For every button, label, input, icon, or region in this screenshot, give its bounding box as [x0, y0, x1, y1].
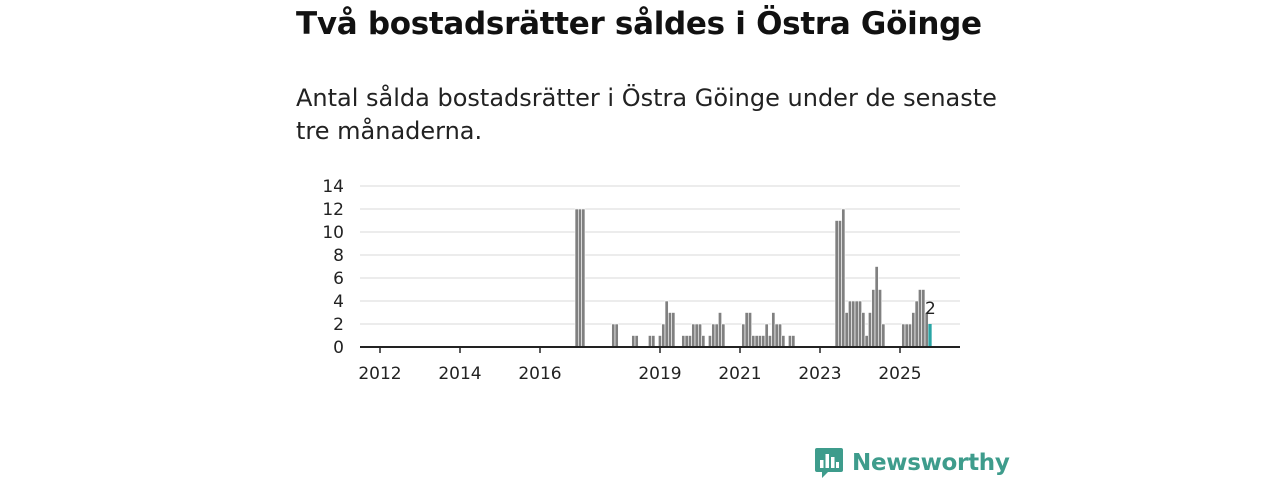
bar — [901, 323, 906, 348]
chart-title: Två bostadsrätter såldes i Östra Göinge — [296, 6, 982, 42]
bar — [648, 335, 652, 348]
bar — [918, 289, 922, 348]
bar — [578, 208, 582, 348]
newsworthy-logo: Newsworthy — [814, 446, 1010, 480]
annotations: 2 — [925, 299, 936, 319]
x-axis-ticks: 2012 2014 2016 2019 2021 2023 2025 — [358, 347, 922, 384]
bar — [744, 312, 749, 348]
bar — [611, 323, 616, 348]
bar — [904, 323, 909, 348]
bar — [701, 335, 706, 348]
last-value-label: 2 — [925, 299, 936, 319]
bar — [681, 335, 686, 348]
bar — [774, 323, 779, 348]
x-tick-label: 2016 — [518, 364, 561, 384]
bar — [634, 335, 639, 348]
bar — [651, 335, 656, 348]
bar — [708, 335, 712, 348]
x-tick-label: 2019 — [638, 364, 681, 384]
bar — [851, 300, 856, 348]
bar — [861, 312, 866, 348]
gridlines — [360, 185, 960, 325]
bar — [758, 335, 762, 348]
bar — [574, 208, 579, 348]
bar — [858, 300, 862, 348]
bar — [864, 335, 869, 348]
bar — [711, 323, 716, 348]
bar — [684, 335, 689, 348]
bar — [781, 335, 786, 348]
bar — [664, 300, 669, 348]
bar — [854, 300, 859, 348]
y-tick-label: 14 — [322, 177, 344, 197]
bar — [694, 323, 699, 348]
bar — [911, 312, 916, 348]
bar — [841, 208, 846, 348]
bar — [848, 300, 852, 348]
bar — [631, 335, 636, 348]
bar — [661, 323, 666, 348]
bar — [914, 300, 919, 348]
x-tick-label: 2025 — [878, 364, 921, 384]
y-tick-label: 0 — [333, 338, 344, 358]
bar — [668, 312, 672, 348]
x-tick-label: 2023 — [798, 364, 841, 384]
bar — [791, 335, 796, 348]
bar — [838, 220, 842, 348]
bar — [771, 312, 776, 348]
x-tick-label: 2012 — [358, 364, 401, 384]
y-axis-ticks: 0 2 4 6 8 10 12 14 — [322, 177, 344, 358]
bar — [881, 323, 886, 348]
bar — [691, 323, 696, 348]
bar-chart-logo-icon — [815, 448, 843, 478]
bar — [868, 312, 872, 348]
bar — [908, 323, 912, 348]
bar — [764, 323, 769, 348]
bar — [834, 220, 839, 348]
bar — [714, 323, 719, 348]
x-tick-label: 2021 — [718, 364, 761, 384]
bar — [748, 312, 752, 348]
y-tick-label: 10 — [322, 223, 344, 243]
y-tick-label: 8 — [333, 246, 344, 266]
bar — [741, 323, 746, 348]
y-tick-label: 6 — [333, 269, 344, 289]
bar — [844, 312, 849, 348]
bar — [751, 335, 756, 348]
brand-name: Newsworthy — [852, 450, 1010, 476]
bar — [614, 323, 619, 348]
bar — [778, 323, 782, 348]
bar — [581, 208, 586, 348]
highlighted-bar — [928, 324, 932, 347]
x-tick-label: 2014 — [438, 364, 481, 384]
bar — [721, 323, 726, 348]
bar — [658, 335, 662, 348]
bar — [718, 312, 722, 348]
bar — [688, 335, 692, 348]
bar — [878, 289, 882, 348]
bar — [871, 289, 876, 348]
bar — [768, 335, 772, 348]
bar — [698, 323, 702, 348]
bar — [761, 335, 766, 348]
y-tick-label: 12 — [322, 200, 344, 220]
bar — [788, 335, 792, 348]
bar — [754, 335, 759, 348]
bar — [874, 266, 879, 348]
y-tick-label: 4 — [333, 292, 344, 312]
chart-subtitle: Antal sålda bostadsrätter i Östra Göinge… — [296, 84, 997, 145]
bar — [671, 312, 676, 348]
y-tick-label: 2 — [333, 315, 344, 335]
